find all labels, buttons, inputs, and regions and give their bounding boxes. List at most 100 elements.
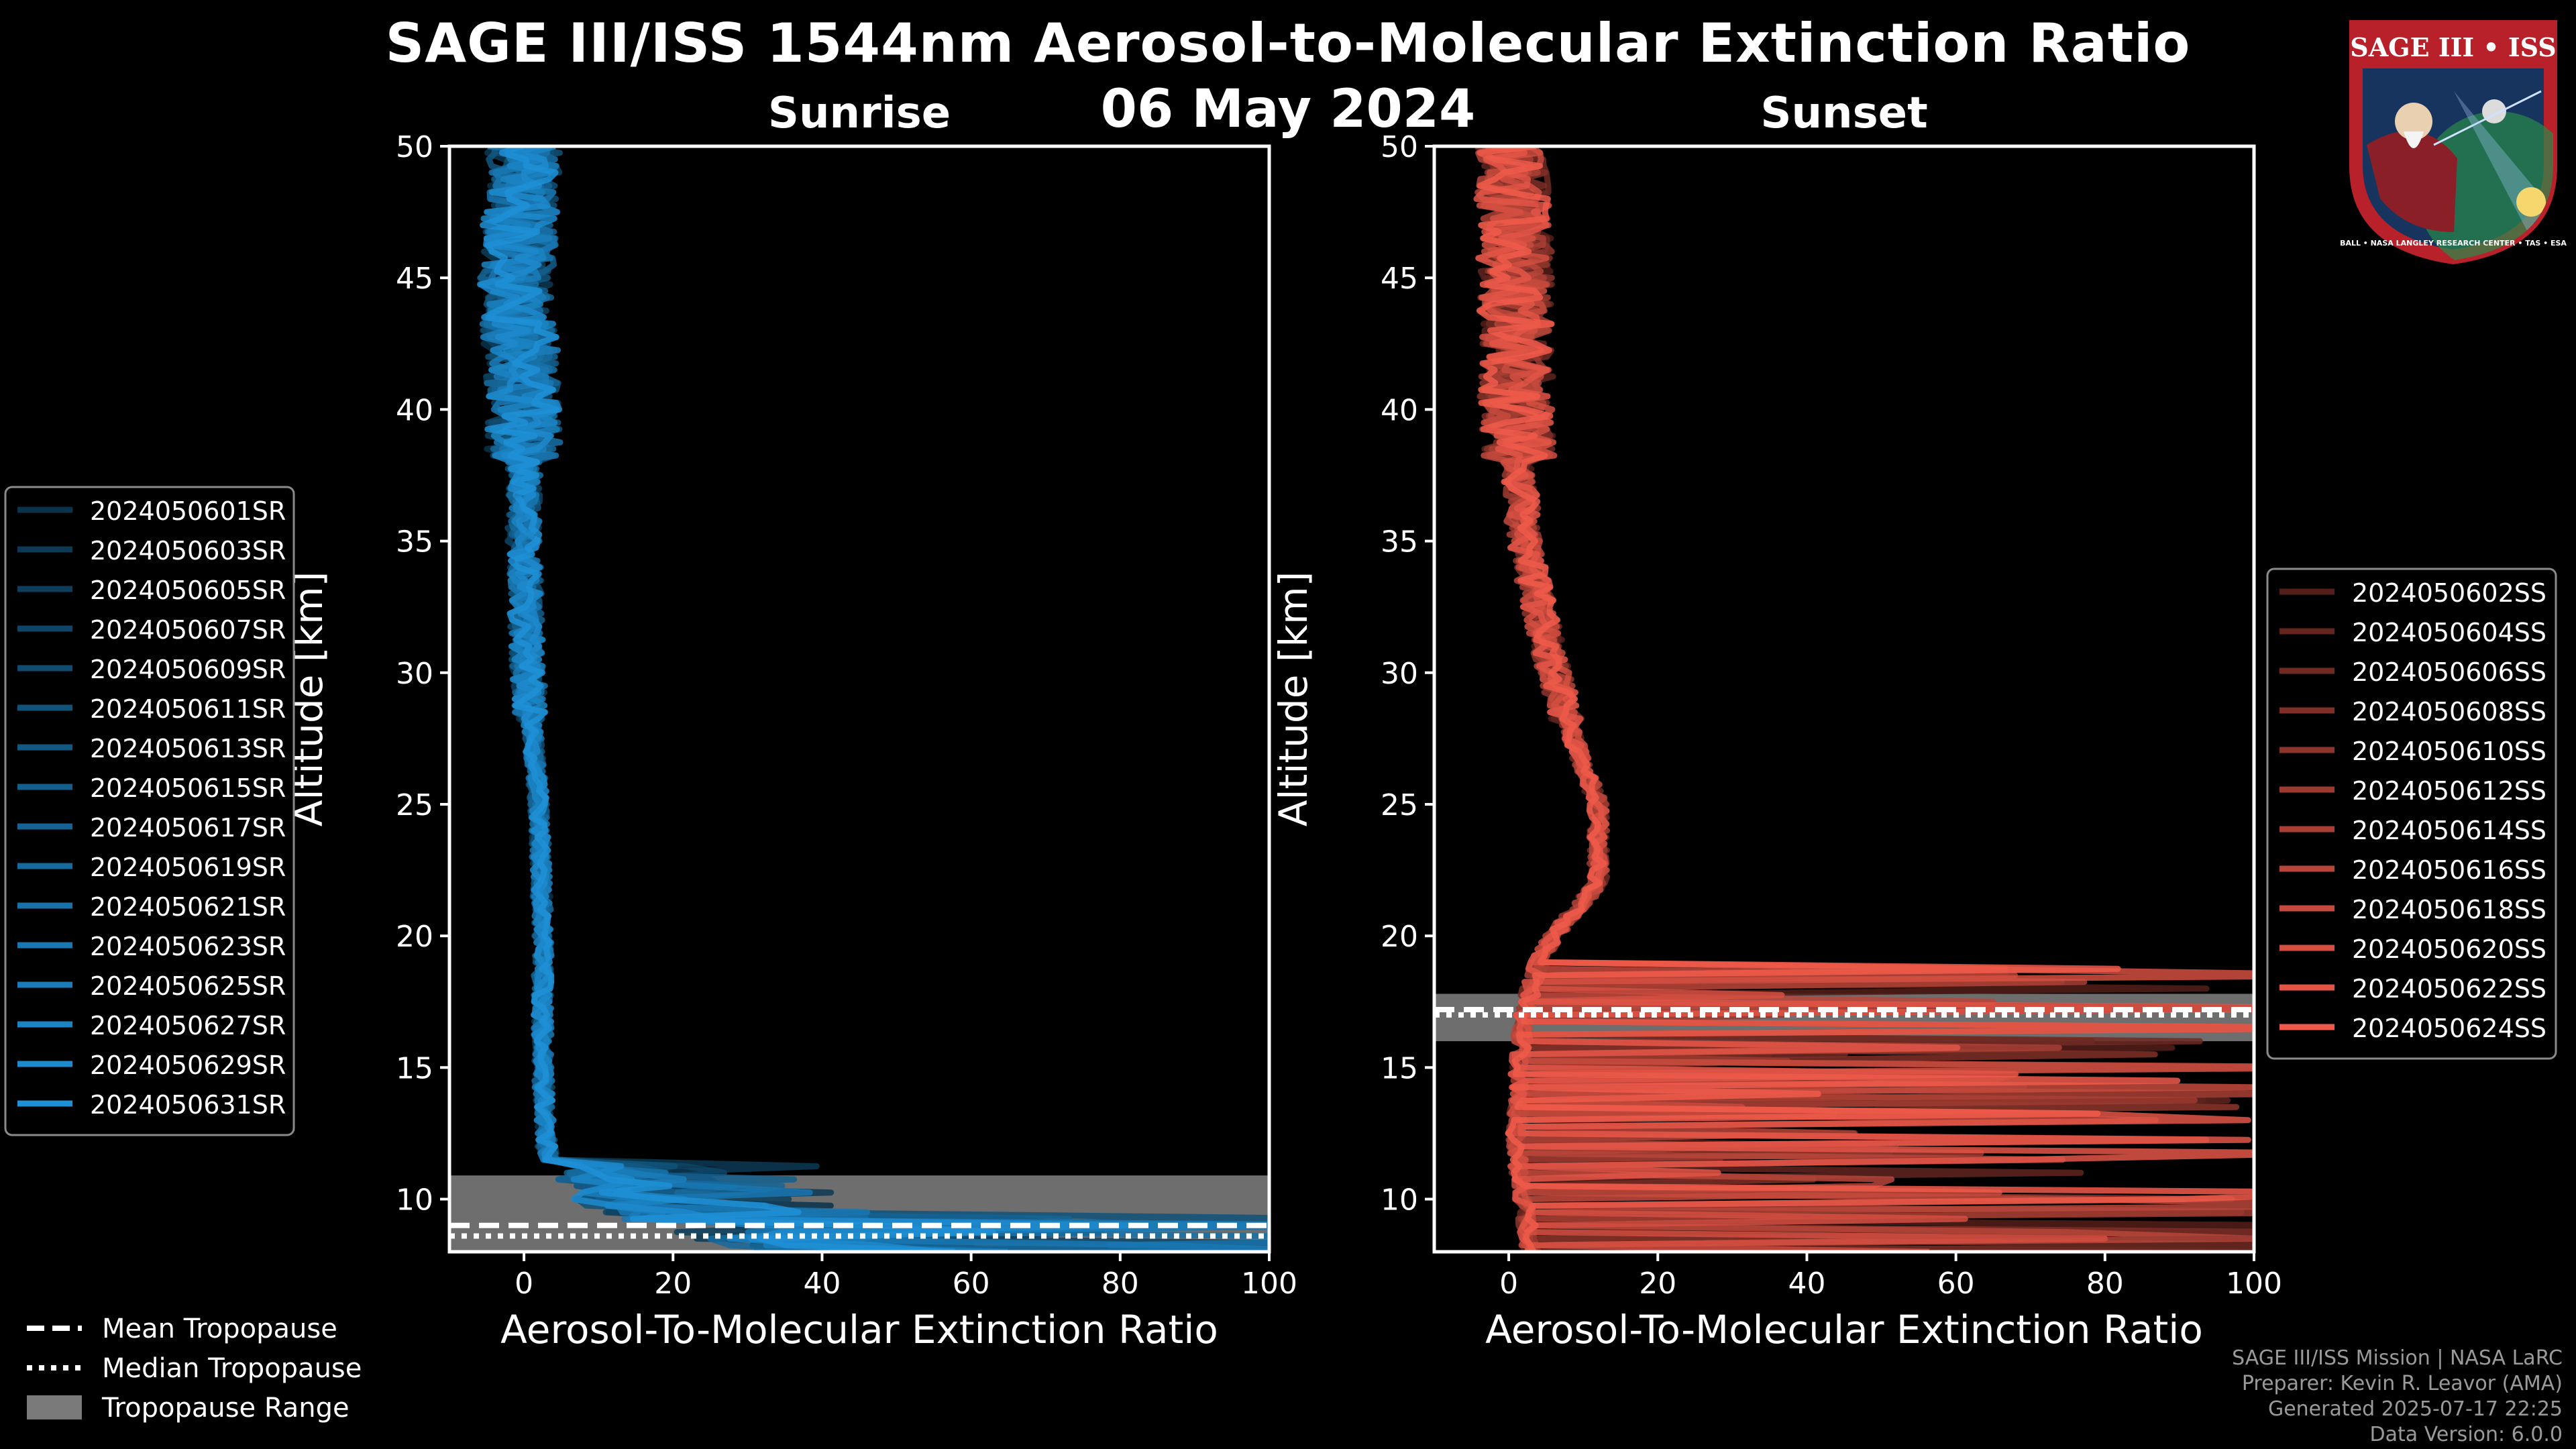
legend-entry-2024050631SR: 2024050631SR bbox=[90, 1090, 286, 1120]
chart-title: SAGE III/ISS 1544nm Aerosol-to-Molecular… bbox=[385, 12, 2191, 74]
plot-frame bbox=[447, 144, 1271, 1254]
profile-line-2024050625SR bbox=[480, 146, 1258, 1252]
y-tick-label: 30 bbox=[1381, 657, 1418, 691]
profile-line-2024050613SR bbox=[483, 146, 1077, 1252]
credits-mission: SAGE III/ISS Mission | NASA LaRC bbox=[2232, 1346, 2563, 1370]
legend-common-1: Median Tropopause bbox=[102, 1353, 362, 1384]
profile-line-2024050615SR bbox=[490, 146, 1016, 1252]
y-tick-label: 40 bbox=[396, 393, 433, 427]
credits-version: Data Version: 6.0.0 bbox=[2369, 1423, 2563, 1446]
y-axis-label: Altitude [km] bbox=[1271, 572, 1316, 826]
legend-entry-2024050624SS: 2024050624SS bbox=[2352, 1014, 2546, 1043]
profile-line-2024050629SR bbox=[478, 146, 1143, 1252]
legend-entry-2024050612SS: 2024050612SS bbox=[2352, 776, 2546, 806]
x-axis-label: Aerosol-To-Molecular Extinction Ratio bbox=[500, 1307, 1218, 1352]
legend-entry-2024050602SS: 2024050602SS bbox=[2352, 578, 2546, 608]
legend-entry-2024050603SR: 2024050603SR bbox=[90, 536, 286, 566]
x-tick-label: 20 bbox=[1639, 1267, 1676, 1301]
x-tick-label: 0 bbox=[1499, 1267, 1518, 1301]
logo-label: SAGE III • ISS bbox=[2350, 32, 2556, 62]
legend-common-0: Mean Tropopause bbox=[102, 1313, 337, 1344]
legend-entry-2024050601SR: 2024050601SR bbox=[90, 496, 286, 526]
y-tick-label: 35 bbox=[396, 525, 433, 559]
legend-entry-2024050616SS: 2024050616SS bbox=[2352, 855, 2546, 885]
profile-line-2024050603SR bbox=[480, 146, 975, 1252]
profile-line-2024050605SR bbox=[476, 146, 991, 1252]
legend-box bbox=[4, 486, 295, 1136]
y-tick-label: 30 bbox=[396, 657, 433, 691]
y-tick-label: 45 bbox=[396, 262, 433, 296]
legend-entry-2024050608SS: 2024050608SS bbox=[2352, 697, 2546, 727]
sunset-panel: 0 20 40 60 80 100 10 15 20 25 30 35 40 45 50 Sunset Aero… bbox=[1271, 89, 2282, 1352]
x-tick-label: 100 bbox=[1241, 1267, 1297, 1301]
legend-entry-2024050606SS: 2024050606SS bbox=[2352, 657, 2546, 687]
legend-entry-2024050605SR: 2024050605SR bbox=[90, 576, 286, 605]
y-tick-label: 35 bbox=[1381, 525, 1418, 559]
x-tick-label: 40 bbox=[803, 1267, 841, 1301]
legend-entry-2024050611SR: 2024050611SR bbox=[90, 694, 286, 724]
y-tick-label: 10 bbox=[1381, 1183, 1418, 1218]
sunrise-panel: 0 20 40 60 80 100 10 15 20 25 30 35 40 45 50 Sunrise Aer… bbox=[286, 89, 1297, 1352]
legend-entry-2024050604SS: 2024050604SS bbox=[2352, 618, 2546, 647]
x-tick-label: 80 bbox=[1102, 1267, 1139, 1301]
legend-entry-2024050615SR: 2024050615SR bbox=[90, 773, 286, 803]
profile-line-2024050624SS bbox=[1476, 146, 2254, 1252]
credits-preparer: Preparer: Kevin R. Leavor (AMA) bbox=[2241, 1372, 2563, 1395]
legend-entry-2024050618SS: 2024050618SS bbox=[2352, 895, 2546, 924]
legend-entry-2024050610SS: 2024050610SS bbox=[2352, 737, 2546, 766]
sunset-legend: 2024050602SS 2024050604SS 2024050606SS 2024… bbox=[2266, 568, 2557, 1060]
sunrise-legend: 2024050601SR 2024050603SR 2024050605SR 2024… bbox=[4, 486, 295, 1136]
plot-area bbox=[449, 146, 1269, 1252]
credits-generated: Generated 2025-07-17 22:25 bbox=[2267, 1397, 2563, 1421]
y-tick-label: 25 bbox=[1381, 788, 1418, 822]
legend-entry-2024050617SR: 2024050617SR bbox=[90, 813, 286, 843]
x-tick-label: 80 bbox=[2086, 1267, 2124, 1301]
tropopause-range-swatch bbox=[27, 1395, 82, 1419]
y-tick-label: 50 bbox=[396, 130, 433, 164]
logo-ring-text: BALL • NASA LANGLEY RESEARCH CENTER • TA… bbox=[2340, 239, 2567, 248]
legend-entry-2024050620SS: 2024050620SS bbox=[2352, 934, 2546, 964]
legend-entry-2024050614SS: 2024050614SS bbox=[2352, 816, 2546, 845]
y-tick-label: 15 bbox=[396, 1051, 433, 1085]
chart-date: 06 May 2024 bbox=[1100, 79, 1476, 140]
y-tick-label: 40 bbox=[1381, 393, 1418, 427]
legend-entry-2024050629SR: 2024050629SR bbox=[90, 1051, 286, 1080]
y-tick-label: 10 bbox=[396, 1183, 433, 1218]
sage-iii-iss-logo: SAGE III • ISS BALL • NASA LANGLEY RESEA… bbox=[2340, 20, 2567, 264]
x-tick-label: 100 bbox=[2226, 1267, 2282, 1301]
legend-box bbox=[2266, 568, 2557, 1060]
profile-line-2024050621SR bbox=[479, 146, 1269, 1252]
legend-entry-2024050607SR: 2024050607SR bbox=[90, 615, 286, 645]
legend-entry-2024050625SR: 2024050625SR bbox=[90, 971, 286, 1001]
legend-entry-2024050621SR: 2024050621SR bbox=[90, 892, 286, 922]
tropopause-legend: Mean Tropopause Median Tropopause Tropopau… bbox=[27, 1313, 362, 1424]
legend-entry-2024050627SR: 2024050627SR bbox=[90, 1011, 286, 1040]
x-tick-label: 40 bbox=[1788, 1267, 1825, 1301]
profile-line-2024050617SR bbox=[478, 146, 1230, 1252]
x-tick-label: 0 bbox=[515, 1267, 533, 1301]
y-tick-label: 45 bbox=[1381, 262, 1418, 296]
x-tick-label: 60 bbox=[1937, 1267, 1975, 1301]
plot-area bbox=[1434, 146, 2254, 1252]
y-tick-label: 20 bbox=[1381, 920, 1418, 954]
profile-line-2024050607SR bbox=[479, 146, 1269, 1252]
legend-entry-2024050609SR: 2024050609SR bbox=[90, 655, 286, 684]
y-tick-label: 50 bbox=[1381, 130, 1418, 164]
y-tick-label: 15 bbox=[1381, 1051, 1418, 1085]
profile-line-2024050631SR bbox=[480, 146, 996, 1252]
profile-line-2024050601SR bbox=[480, 146, 1105, 1252]
y-tick-label: 25 bbox=[396, 788, 433, 822]
panel-title: Sunrise bbox=[768, 89, 951, 138]
x-tick-label: 20 bbox=[654, 1267, 692, 1301]
legend-entry-2024050613SR: 2024050613SR bbox=[90, 734, 286, 763]
panel-title: Sunset bbox=[1760, 89, 1927, 138]
profile-line-2024050611SR bbox=[480, 146, 1269, 1252]
y-tick-label: 20 bbox=[396, 920, 433, 954]
legend-entry-2024050619SR: 2024050619SR bbox=[90, 853, 286, 882]
legend-entry-2024050623SR: 2024050623SR bbox=[90, 932, 286, 961]
credits-block: SAGE III/ISS Mission | NASA LaRC Prepare… bbox=[2232, 1346, 2563, 1448]
legend-entry-2024050622SS: 2024050622SS bbox=[2352, 974, 2546, 1004]
plot-frame bbox=[1432, 144, 2256, 1254]
legend-common-2: Tropopause Range bbox=[101, 1393, 350, 1424]
